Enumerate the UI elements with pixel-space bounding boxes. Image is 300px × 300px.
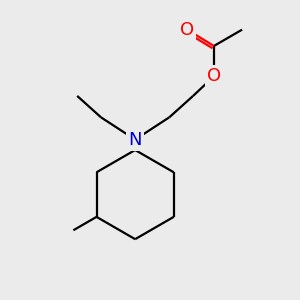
Text: N: N [128,130,142,148]
Text: O: O [180,21,194,39]
Text: O: O [207,67,221,85]
